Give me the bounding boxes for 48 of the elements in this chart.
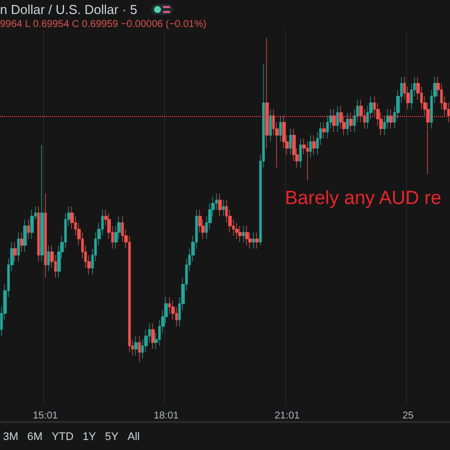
text: 5Y: [105, 431, 118, 443]
candlestick: [23, 219, 27, 252]
candlestick: [134, 336, 138, 356]
candlestick: [37, 206, 40, 262]
candlestick: [349, 112, 353, 132]
candlestick: [265, 38, 269, 148]
chart-title: n Dollar / U.S. Dollar · 5: [0, 2, 138, 17]
x-tick-label: 15:01: [32, 410, 58, 422]
candlestick: [44, 193, 47, 278]
candlestick: [389, 108, 393, 130]
candlestick: [30, 209, 34, 240]
candlestick: [151, 322, 155, 350]
text: 9964 L 0.69954 C 0.69959 −0.00006 (−0.01%): [0, 19, 206, 30]
candlestick: [279, 115, 282, 142]
candlestick: [40, 144, 44, 262]
candlestick: [17, 232, 20, 262]
candlestick: [252, 232, 255, 249]
x-tick-label: 18:01: [154, 410, 180, 422]
candlestick: [322, 122, 326, 139]
text: 6M: [27, 431, 43, 443]
candlestick: [27, 219, 30, 240]
candlestick: [269, 108, 272, 142]
candlestick: [222, 200, 225, 216]
text: YTD: [52, 431, 74, 443]
text: All: [128, 431, 140, 443]
candlestick: [245, 226, 249, 246]
x-tick-label: 21:01: [274, 410, 300, 422]
candlestick: [336, 106, 339, 132]
text: 3M: [3, 431, 18, 443]
candlestick: [309, 134, 312, 158]
candlestick: [289, 128, 292, 155]
text: 1Y: [82, 431, 96, 443]
candlestick: [255, 232, 259, 249]
candlestick: [312, 134, 316, 155]
candlestick: [138, 336, 141, 362]
candlestick: [20, 232, 24, 252]
candlestick: [47, 245, 50, 272]
candlestick: [218, 193, 222, 216]
candlestick: [238, 226, 242, 242]
candlestick: [332, 108, 336, 132]
candlestick: [235, 222, 239, 240]
annotation: Barely any AUD re: [285, 188, 442, 210]
x-tick-label: 25: [402, 410, 414, 422]
candlestick: [346, 112, 349, 136]
candlestick: [299, 138, 302, 168]
candlestick: [13, 242, 17, 262]
candlestick: [306, 141, 309, 181]
candlestick: [242, 226, 245, 242]
